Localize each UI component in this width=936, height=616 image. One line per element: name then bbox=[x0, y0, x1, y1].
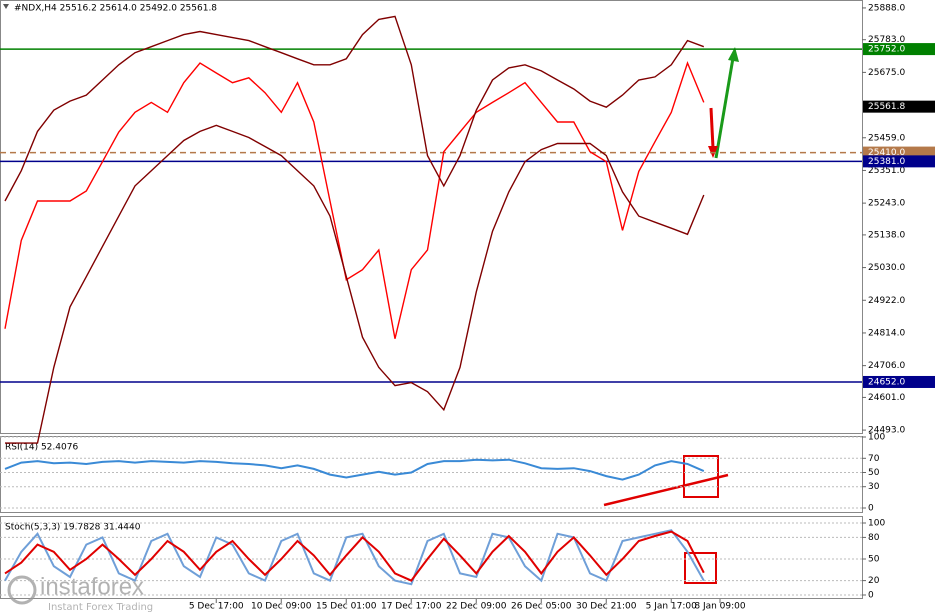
y-tick-label: 100 bbox=[868, 433, 885, 443]
chart-title: #NDX,H4 25516.2 25614.0 25492.0 25561.8 bbox=[14, 4, 217, 14]
stoch-title: Stoch(5,3,3) 19.7828 31.4440 bbox=[5, 523, 141, 533]
series-line bbox=[4, 529, 705, 586]
x-tick-label: 8 Jan 09:00 bbox=[694, 602, 746, 612]
y-tick-label: 70 bbox=[868, 454, 880, 464]
up-arrow-head bbox=[728, 47, 739, 62]
x-tick-label: 10 Dec 09:00 bbox=[251, 602, 312, 612]
rsi-trendline bbox=[603, 473, 729, 507]
rsi-panel bbox=[0, 436, 863, 513]
y-tick-label: 24814.0 bbox=[868, 328, 905, 338]
level-label: 25410.0 bbox=[868, 148, 905, 158]
x-tick-label: 17 Dec 17:00 bbox=[381, 602, 442, 612]
level-badge bbox=[863, 100, 935, 113]
rsi-title: RSI(14) 52.4076 bbox=[5, 443, 78, 453]
x-tick-label: 22 Dec 09:00 bbox=[446, 602, 507, 612]
menu-icon bbox=[3, 4, 9, 9]
level-label: 24652.0 bbox=[868, 377, 905, 387]
x-tick-label: 5 Jan 17:00 bbox=[646, 602, 698, 612]
y-tick-label: 0 bbox=[868, 504, 874, 514]
x-tick-label: 26 Dec 05:00 bbox=[511, 602, 572, 612]
level-badge bbox=[863, 155, 935, 168]
y-tick-label: 25459.0 bbox=[868, 133, 905, 143]
level-label: 25561.8 bbox=[868, 102, 905, 112]
y-tick-label: 25030.0 bbox=[868, 263, 905, 273]
stoch-panel bbox=[0, 516, 863, 599]
y-tick-label: 25243.0 bbox=[868, 199, 905, 209]
rsi-box bbox=[683, 455, 719, 498]
logo-icon bbox=[7, 575, 37, 605]
x-tick-label: 15 Dec 01:00 bbox=[316, 602, 377, 612]
series-line bbox=[4, 60, 705, 339]
up-arrow bbox=[714, 57, 735, 159]
series-line bbox=[5, 124, 705, 444]
y-tick-label: 25675.0 bbox=[868, 68, 905, 78]
y-tick-label: 100 bbox=[868, 519, 885, 529]
y-tick-label: 24493.0 bbox=[868, 426, 905, 436]
series-line bbox=[4, 458, 705, 481]
y-tick-label: 80 bbox=[868, 533, 880, 543]
y-tick-label: 50 bbox=[868, 468, 880, 478]
x-tick-label: 30 Dec 21:00 bbox=[576, 602, 637, 612]
level-label: 25381.0 bbox=[868, 157, 905, 167]
level-badge bbox=[863, 43, 935, 56]
down-arrow bbox=[709, 107, 715, 149]
y-tick-label: 0 bbox=[868, 591, 874, 601]
y-tick-label: 20 bbox=[868, 576, 880, 586]
series-line bbox=[4, 15, 705, 202]
y-tick-label: 24922.0 bbox=[868, 296, 905, 306]
y-tick-label: 25888.0 bbox=[868, 3, 905, 13]
tagline: Instant Forex Trading bbox=[48, 602, 153, 613]
series-line bbox=[4, 530, 705, 582]
y-tick-label: 50 bbox=[868, 555, 880, 565]
x-tick-label: 5 Dec 17:00 bbox=[189, 602, 244, 612]
stoch-box bbox=[684, 552, 717, 584]
level-badge bbox=[863, 375, 935, 388]
main-panel bbox=[0, 0, 863, 434]
y-tick-label: 24601.0 bbox=[868, 393, 905, 403]
y-tick-label: 25138.0 bbox=[868, 230, 905, 240]
level-label: 25752.0 bbox=[868, 45, 905, 55]
y-tick-label: 30 bbox=[868, 482, 880, 492]
y-tick-label: 25351.0 bbox=[868, 166, 905, 176]
y-tick-label: 25783.0 bbox=[868, 35, 905, 45]
y-tick-label: 24706.0 bbox=[868, 361, 905, 371]
